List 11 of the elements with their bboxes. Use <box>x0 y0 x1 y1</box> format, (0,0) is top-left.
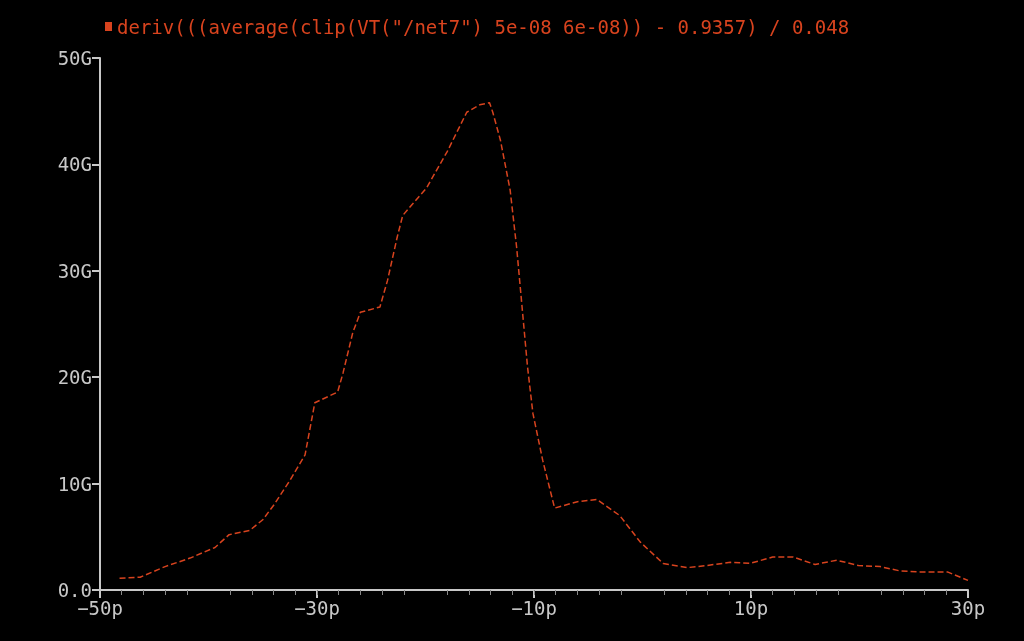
y-tick-label: 20G <box>57 366 92 389</box>
y-tick-label: 10G <box>57 472 92 495</box>
line-series <box>118 101 969 582</box>
x-tick-label: −30p <box>294 596 340 619</box>
x-tick-label: 10p <box>733 596 769 619</box>
legend-label: deriv(((average(clip(VT("/net7") 5e-08 6e-08)) - 0.9357) / 0.048 <box>117 15 850 38</box>
y-tick-label: 40G <box>57 153 92 176</box>
x-tick-label: 30p <box>950 596 986 619</box>
x-tick-label: −10p <box>511 596 557 619</box>
y-tick-label: 50G <box>57 47 92 69</box>
y-tick-label: 30G <box>57 259 92 282</box>
